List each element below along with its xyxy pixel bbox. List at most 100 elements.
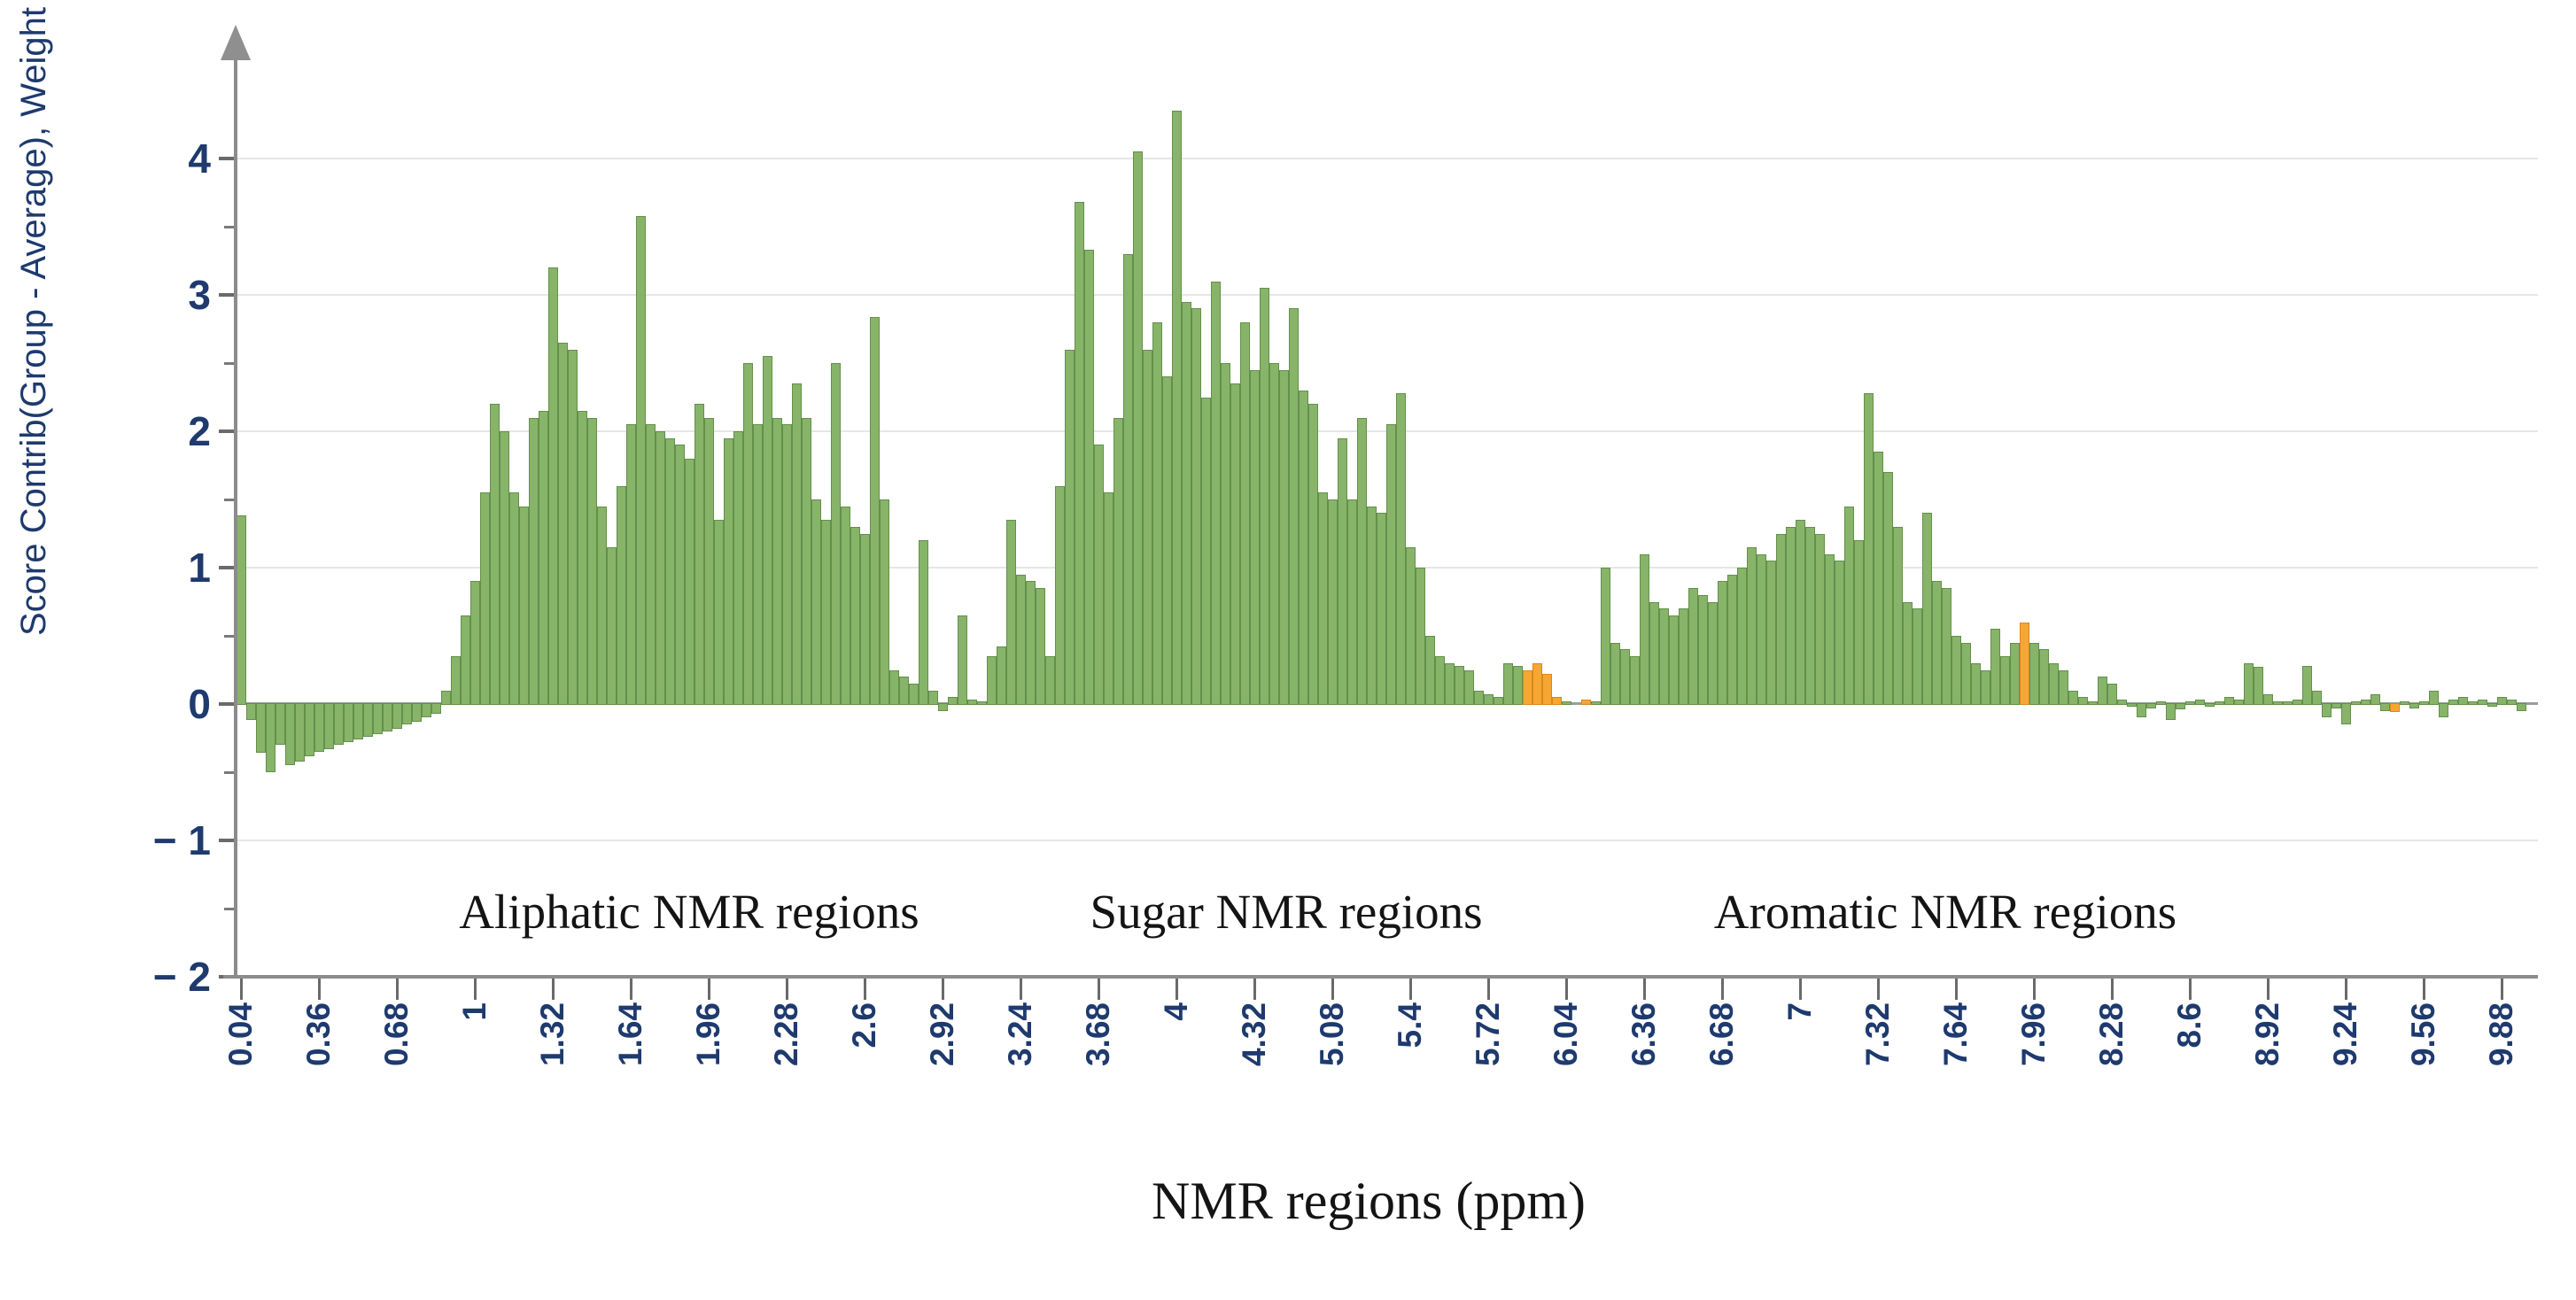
bar xyxy=(2263,694,2273,705)
bar xyxy=(2117,700,2127,705)
y-minor-tick xyxy=(224,362,234,365)
bar xyxy=(607,547,617,705)
bar xyxy=(519,507,529,705)
bar xyxy=(1464,670,1474,705)
bar xyxy=(997,646,1006,705)
y-tick-label: 4 xyxy=(188,135,211,182)
bar xyxy=(1523,670,1532,705)
x-tick xyxy=(708,979,710,1000)
x-axis-line xyxy=(223,975,2538,979)
bar xyxy=(860,534,870,705)
bar xyxy=(1844,507,1854,705)
bar xyxy=(1260,288,1269,705)
bar xyxy=(1913,608,1922,705)
bar xyxy=(1279,370,1289,705)
bar xyxy=(1562,701,1571,705)
bar xyxy=(2185,701,2195,705)
bar xyxy=(2302,666,2312,705)
bar xyxy=(305,703,314,756)
bar xyxy=(1581,700,1591,705)
bar xyxy=(1532,663,1542,705)
bar xyxy=(1240,322,1250,705)
bar xyxy=(1883,472,1893,705)
bar xyxy=(509,492,519,705)
y-minor-tick xyxy=(224,908,234,910)
bar xyxy=(392,703,402,729)
annotation-aromatic: Aromatic NMR regions xyxy=(1713,885,2177,939)
bar xyxy=(821,520,831,705)
x-tick xyxy=(552,979,555,1000)
bar xyxy=(1113,418,1123,705)
bar xyxy=(1299,391,1308,705)
bar xyxy=(938,703,948,711)
bar xyxy=(909,684,919,705)
bar xyxy=(1922,513,1932,705)
bar xyxy=(665,438,675,705)
bar xyxy=(1815,534,1825,705)
bar xyxy=(1104,492,1113,705)
bar xyxy=(1961,643,1971,705)
bar xyxy=(1250,370,1260,705)
bar xyxy=(461,615,470,705)
bar xyxy=(2020,623,2029,705)
y-axis-arrow-icon xyxy=(221,25,251,60)
x-tick-label: 2.6 xyxy=(846,1002,882,1049)
bar xyxy=(1981,670,1990,705)
bar xyxy=(1435,656,1445,705)
bar xyxy=(1318,492,1328,705)
bar xyxy=(1191,308,1201,705)
bar xyxy=(2068,691,2078,705)
bar xyxy=(2156,701,2166,705)
y-minor-tick xyxy=(224,635,234,638)
bar xyxy=(811,499,821,705)
bar xyxy=(1932,581,1942,705)
bar xyxy=(1045,656,1055,705)
bar xyxy=(626,424,636,705)
x-tick-label: 5.4 xyxy=(1392,1002,1428,1049)
bar xyxy=(402,703,412,724)
x-tick xyxy=(240,979,243,1000)
bar xyxy=(431,703,441,714)
bar xyxy=(831,363,841,705)
bar xyxy=(412,703,422,722)
bar xyxy=(2010,643,2020,705)
bar xyxy=(1406,547,1416,705)
x-tick xyxy=(864,979,866,1000)
bar xyxy=(1445,663,1455,705)
bar xyxy=(2244,663,2254,705)
bar xyxy=(1874,452,1883,705)
bar xyxy=(2293,700,2302,705)
bar xyxy=(568,350,578,705)
bar xyxy=(753,424,763,705)
bar xyxy=(422,703,431,717)
bar xyxy=(977,701,987,705)
bar xyxy=(1289,308,1299,705)
bar xyxy=(1805,527,1815,705)
bar xyxy=(1854,540,1864,705)
x-tick xyxy=(2267,979,2270,1000)
bar xyxy=(763,356,772,705)
bar xyxy=(2000,656,2010,705)
bar xyxy=(870,317,880,705)
x-tick-label: 4 xyxy=(1158,1002,1194,1021)
bar xyxy=(2448,700,2458,705)
bar xyxy=(1552,697,1562,705)
bar xyxy=(1484,694,1494,705)
bar xyxy=(919,540,928,705)
x-tick xyxy=(2111,979,2114,1000)
x-tick-label: 7.96 xyxy=(2015,1002,2052,1067)
bar xyxy=(1601,568,1610,705)
x-tick-label: 5.72 xyxy=(1470,1002,1506,1067)
bar xyxy=(1036,588,1045,705)
bar xyxy=(2254,667,2263,705)
y-tick xyxy=(219,839,234,842)
bar xyxy=(2351,701,2361,705)
bar xyxy=(2478,700,2487,705)
bar xyxy=(685,459,694,705)
bar xyxy=(1328,499,1338,705)
x-tick-label: 0.04 xyxy=(222,1002,259,1067)
bar xyxy=(1474,691,1484,705)
bar xyxy=(617,486,626,705)
bar xyxy=(782,424,792,705)
